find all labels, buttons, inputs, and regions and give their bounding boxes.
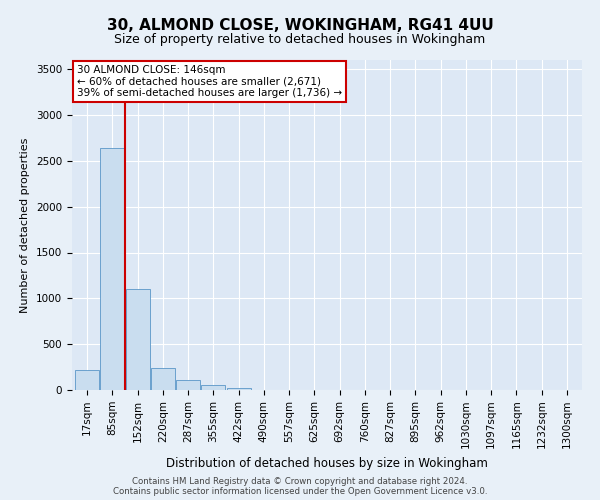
Bar	[202, 386, 226, 390]
Text: 30, ALMOND CLOSE, WOKINGHAM, RG41 4UU: 30, ALMOND CLOSE, WOKINGHAM, RG41 4UU	[107, 18, 493, 32]
Bar	[100, 148, 124, 390]
Bar	[125, 289, 149, 390]
Text: 30 ALMOND CLOSE: 146sqm
← 60% of detached houses are smaller (2,671)
39% of semi: 30 ALMOND CLOSE: 146sqm ← 60% of detache…	[77, 65, 342, 98]
Bar	[151, 368, 175, 390]
Text: Contains HM Land Registry data © Crown copyright and database right 2024.: Contains HM Land Registry data © Crown c…	[132, 477, 468, 486]
Y-axis label: Number of detached properties: Number of detached properties	[20, 138, 31, 312]
Bar	[227, 388, 251, 390]
X-axis label: Distribution of detached houses by size in Wokingham: Distribution of detached houses by size …	[166, 457, 488, 470]
Bar	[75, 370, 99, 390]
Text: Contains public sector information licensed under the Open Government Licence v3: Contains public sector information licen…	[113, 487, 487, 496]
Bar	[176, 380, 200, 390]
Text: Size of property relative to detached houses in Wokingham: Size of property relative to detached ho…	[115, 32, 485, 46]
